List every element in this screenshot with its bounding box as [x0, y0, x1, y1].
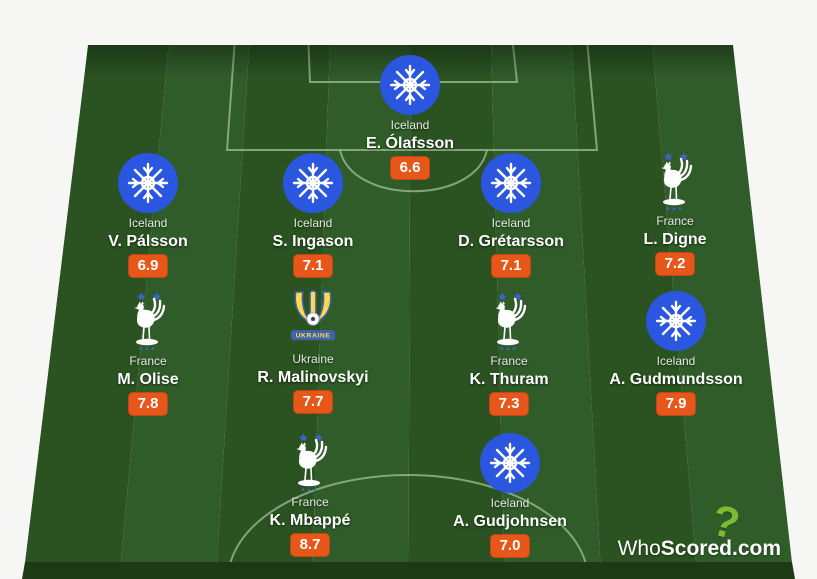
player-country: France: [129, 354, 167, 368]
player-card-olise[interactable]: France M. Olise 7.8: [53, 290, 243, 416]
player-name: E. Ólafsson: [365, 135, 455, 152]
player-card-gudjohnsen[interactable]: Iceland A. Gudjohnsen 7.0: [415, 432, 605, 558]
player-card-palsson[interactable]: Iceland V. Pálsson 6.9: [53, 152, 243, 278]
player-country: Ukraine: [292, 352, 334, 366]
player-country: Iceland: [490, 496, 530, 510]
player-country: France: [490, 354, 528, 368]
player-rating-badge: 7.8: [127, 392, 169, 416]
player-rating-badge: 6.6: [389, 156, 431, 180]
player-rating-badge: 7.9: [655, 392, 697, 416]
logo-com: .com: [731, 537, 781, 560]
player-name: V. Pálsson: [108, 233, 188, 250]
iceland-crest-icon: [380, 54, 440, 116]
player-name: A. Gudmundsson: [609, 371, 743, 388]
player-card-gudmundsson[interactable]: Iceland A. Gudmundsson 7.9: [581, 290, 771, 416]
player-country: Iceland: [656, 354, 696, 368]
iceland-crest-icon: [481, 152, 541, 214]
penalty-box-line: [225, 45, 599, 151]
player-card-olafsson[interactable]: Iceland E. Ólafsson 6.6: [315, 54, 505, 180]
iceland-crest-icon: [480, 432, 540, 494]
player-card-digne[interactable]: France L. Digne 7.2: [580, 150, 770, 276]
player-card-ingason[interactable]: Iceland S. Ingason 7.1: [218, 152, 408, 278]
player-name: K. Mbappé: [269, 512, 351, 529]
player-card-thuram[interactable]: France K. Thuram 7.3: [414, 290, 604, 416]
player-name: L. Digne: [643, 231, 707, 248]
iceland-crest-icon: [283, 152, 343, 214]
player-rating-badge: 7.3: [488, 392, 530, 416]
player-country: Iceland: [390, 118, 430, 132]
player-name: D. Grétarsson: [458, 233, 564, 250]
player-rating-badge: 7.2: [654, 252, 696, 276]
france-rooster-icon: [482, 290, 536, 352]
player-country: France: [291, 495, 329, 509]
player-rating-badge: 7.1: [490, 254, 532, 278]
logo-who: Who: [617, 537, 661, 560]
logo-scored: Scored: [660, 537, 732, 560]
iceland-crest-icon: [118, 152, 178, 214]
player-rating-badge: 8.7: [289, 533, 331, 557]
player-country: France: [656, 214, 694, 228]
player-name: A. Gudjohnsen: [453, 513, 567, 530]
france-rooster-icon: [283, 431, 337, 493]
pitch-front-band: [22, 562, 795, 579]
player-country: Iceland: [128, 216, 168, 230]
iceland-crest-icon: [646, 290, 706, 352]
player-name: R. Malinovskyi: [257, 369, 369, 386]
player-name: K. Thuram: [469, 371, 549, 388]
player-rating-badge: 7.0: [489, 534, 531, 558]
player-rating-badge: 6.9: [127, 254, 169, 278]
player-country: Iceland: [293, 216, 333, 230]
whoscored-logo[interactable]: Who Scored .com: [618, 537, 781, 561]
player-rating-badge: 7.7: [292, 390, 334, 414]
player-card-mbappe[interactable]: France K. Mbappé 8.7: [215, 431, 405, 557]
center-circle-line: [227, 474, 589, 562]
france-rooster-icon: [648, 150, 702, 212]
ukraine-crest-icon: [286, 288, 340, 350]
player-card-malinovskyi[interactable]: Ukraine R. Malinovskyi 7.7: [218, 288, 408, 414]
player-country: Iceland: [491, 216, 531, 230]
player-rating-badge: 7.1: [292, 254, 334, 278]
player-name: M. Olise: [117, 371, 179, 388]
france-rooster-icon: [121, 290, 175, 352]
player-name: S. Ingason: [272, 233, 354, 250]
player-card-gretarsson[interactable]: Iceland D. Grétarsson 7.1: [416, 152, 606, 278]
penalty-arc-line: [339, 149, 488, 193]
